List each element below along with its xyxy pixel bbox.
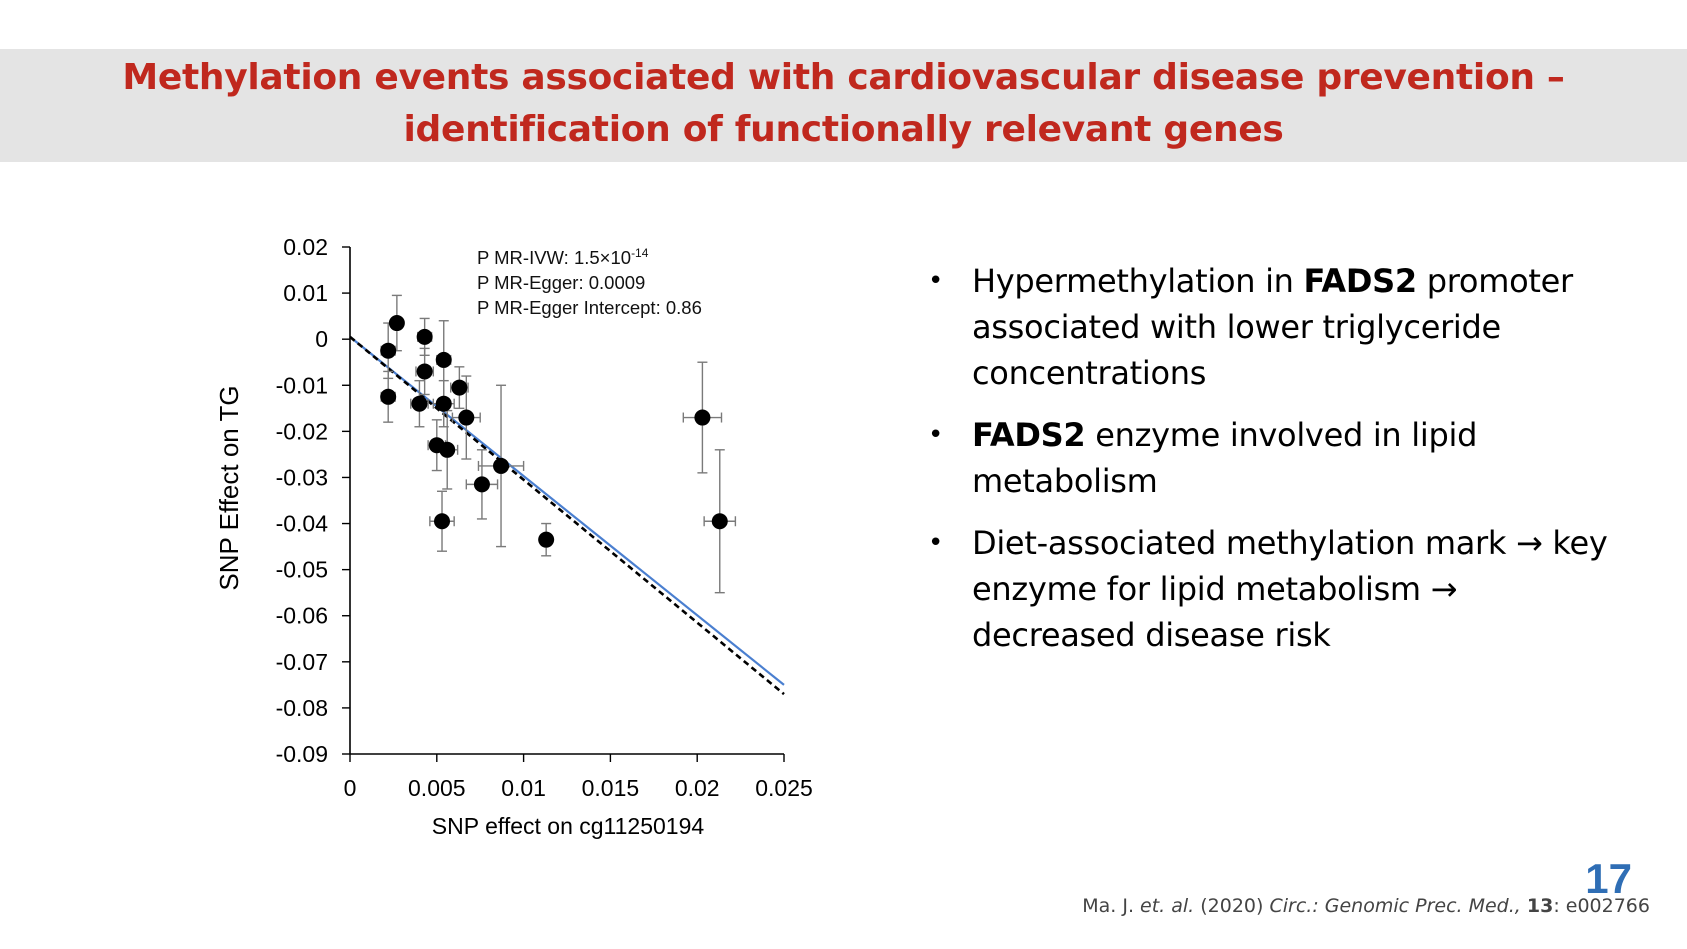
bullet-text-post: promoter associated with lower triglycer… — [972, 262, 1573, 392]
y-tick-label: -0.08 — [276, 695, 328, 721]
x-tick-label: 0.015 — [582, 775, 640, 801]
x-tick-label: 0.025 — [755, 775, 813, 801]
data-point — [380, 342, 397, 359]
y-tick-label: -0.04 — [276, 511, 329, 537]
bullet-item: • FADS2 enzyme involved in lipid metabol… — [922, 412, 1622, 504]
slide-title: Methylation events associated with cardi… — [0, 52, 1687, 156]
x-tick-label: 0.005 — [408, 775, 466, 801]
slide-title-line-2: identification of functionally relevant … — [403, 109, 1284, 150]
citation-year: (2020) — [1194, 895, 1270, 917]
data-point — [451, 379, 468, 396]
data-point — [493, 457, 510, 474]
y-tick-label: -0.07 — [276, 649, 328, 675]
bullet-text-bold: FADS2 — [1303, 262, 1418, 300]
data-point — [439, 441, 456, 458]
slide-title-line-1: Methylation events associated with cardi… — [122, 57, 1565, 98]
x-tick-label: 0.02 — [675, 775, 720, 801]
page-number: 17 — [1585, 855, 1632, 902]
title-band — [0, 49, 1687, 162]
citation-authors: Ma. J. — [1082, 895, 1141, 917]
data-point — [416, 363, 433, 380]
bullet-item: • Diet-associated methylation mark → key… — [922, 520, 1622, 658]
data-point — [388, 315, 405, 332]
bullet-dot: • — [928, 266, 944, 296]
data-point — [411, 395, 428, 412]
x-tick-label: 0.01 — [501, 775, 546, 801]
citation-etal: et. al. — [1140, 895, 1195, 917]
data-point — [380, 388, 397, 405]
bullet-text-pre: Diet-associated methylation mark → key e… — [972, 524, 1608, 654]
data-point — [435, 351, 452, 368]
citation: Ma. J. et. al. (2020) Circ.: Genomic Pre… — [1082, 895, 1650, 917]
data-point — [538, 531, 555, 548]
bullet-item: • Hypermethylation in FADS2 promoter ass… — [922, 258, 1622, 396]
y-tick-label: 0.02 — [283, 234, 328, 260]
bullet-dot: • — [928, 420, 944, 450]
bullet-dot: • — [928, 528, 944, 558]
ivw-p-value-exponent: -14 — [631, 246, 649, 260]
data-point — [711, 513, 728, 530]
egger-intercept-annotation: P MR-Egger Intercept: 0.86 — [477, 297, 702, 318]
y-tick-label: 0.01 — [283, 280, 328, 306]
data-point — [473, 476, 490, 493]
bullet-text-post: enzyme involved in lipid metabolism — [972, 416, 1478, 500]
y-axis-label: SNP Effect on TG — [214, 385, 244, 590]
data-point — [416, 328, 433, 345]
data-point — [458, 409, 475, 426]
y-tick-label: -0.03 — [276, 464, 328, 490]
ivw-p-value-prefix: P MR-IVW: 1.5×10 — [477, 247, 631, 268]
x-axis-label: SNP effect on cg11250194 — [432, 813, 705, 839]
bullet-text-pre: Hypermethylation in — [972, 262, 1304, 300]
bullet-list: • Hypermethylation in FADS2 promoter ass… — [922, 258, 1622, 674]
y-tick-label: -0.09 — [276, 741, 328, 767]
citation-article: : e002766 — [1553, 895, 1650, 917]
y-tick-label: -0.02 — [276, 418, 328, 444]
bullet-text-bold: FADS2 — [972, 416, 1086, 454]
data-point — [435, 395, 452, 412]
y-tick-label: -0.01 — [276, 372, 328, 398]
x-tick-label: 0 — [344, 775, 357, 801]
data-points — [380, 315, 728, 548]
egger-p-value-annotation: P MR-Egger: 0.0009 — [477, 272, 645, 293]
y-tick-label: -0.06 — [276, 603, 328, 629]
ivw-p-value-annotation: P MR-IVW: 1.5×10-14 — [477, 246, 649, 268]
data-point — [694, 409, 711, 426]
y-tick-label: -0.05 — [276, 557, 328, 583]
axes: 0.02 0.01 0 -0.01 -0.02 -0.03 -0.04 -0.05 -0.06 -… — [276, 234, 813, 801]
data-point — [434, 513, 451, 530]
citation-volume: 13 — [1526, 895, 1554, 917]
citation-journal: Circ.: Genomic Prec. Med., — [1269, 895, 1521, 917]
y-tick-label: 0 — [315, 326, 328, 352]
